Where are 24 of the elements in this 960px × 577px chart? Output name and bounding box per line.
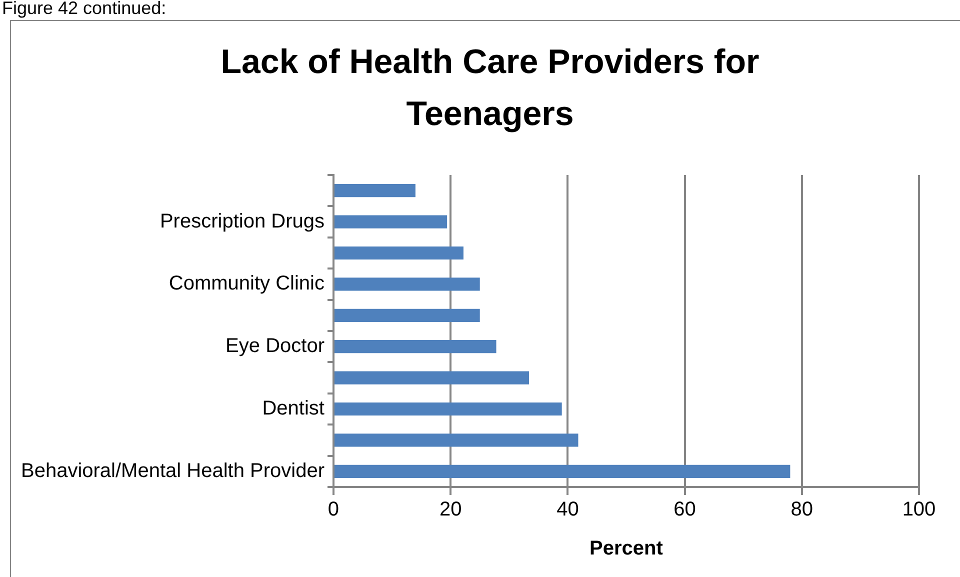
x-tick-label: 0	[328, 498, 340, 521]
x-tick-label: 40	[556, 498, 579, 521]
chart-title: Lack of Health Care Providers for Teenagers	[220, 42, 760, 135]
x-tick-label: 20	[439, 498, 462, 521]
bar	[334, 402, 562, 416]
x-tick-label: 80	[790, 498, 814, 521]
x-tick-label: 100	[902, 498, 936, 521]
y-tick-label: Dentist	[262, 398, 325, 420]
bar	[334, 184, 416, 198]
y-tick-label: Prescription Drugs	[160, 210, 324, 232]
y-tick-label: Community Clinic	[168, 272, 324, 295]
bar	[334, 434, 578, 447]
bar	[334, 246, 464, 260]
bar	[334, 215, 448, 228]
caption: Figure 42 continued:	[2, 0, 166, 18]
x-tick-label: 60	[674, 498, 696, 521]
bar	[334, 371, 530, 384]
bar	[334, 308, 480, 322]
y-tick-label: Behavioral/Mental Health Provider	[20, 460, 325, 482]
y-tick-label: Eye Doctor	[226, 335, 325, 358]
bar	[334, 464, 790, 478]
bar	[334, 278, 480, 291]
x-axis-title: Percent	[590, 538, 664, 560]
bar	[334, 340, 496, 354]
